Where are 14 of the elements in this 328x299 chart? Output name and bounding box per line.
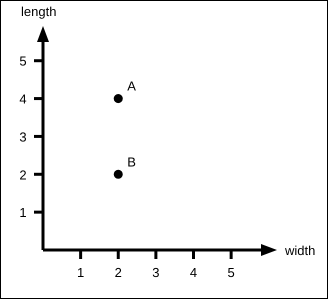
y-tick-label: 5 — [19, 54, 27, 69]
data-label: B — [127, 154, 136, 170]
y-tick-label: 2 — [19, 167, 27, 182]
y-axis-title: length — [21, 4, 56, 19]
x-tick-label: 2 — [114, 265, 122, 280]
x-tick-label: 5 — [228, 265, 235, 280]
y-tick-label: 1 — [19, 205, 27, 220]
x-tick-label: 3 — [152, 265, 160, 280]
x-axis-title: width — [284, 243, 316, 258]
data-label: A — [127, 78, 136, 94]
x-tick-label: 1 — [77, 265, 84, 280]
x-tick-label: 4 — [190, 265, 198, 280]
y-tick-label: 4 — [19, 92, 27, 107]
y-tick-label: 3 — [19, 129, 27, 144]
